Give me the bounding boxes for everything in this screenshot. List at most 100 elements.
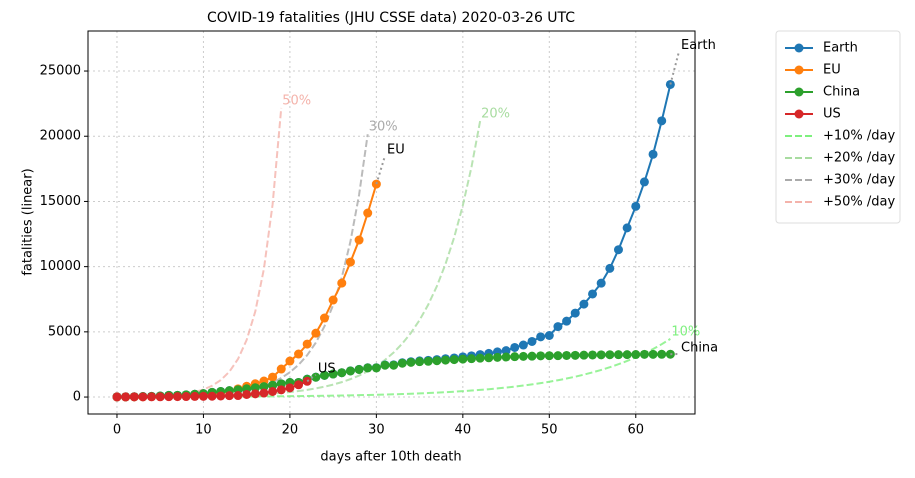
data-point: [329, 296, 338, 305]
data-point: [640, 350, 649, 359]
data-point: [614, 245, 623, 254]
data-point: [597, 279, 606, 288]
data-point: [294, 380, 303, 389]
data-point: [242, 390, 251, 399]
data-point: [657, 116, 666, 125]
data-point: [432, 356, 441, 365]
data-point: [657, 350, 666, 359]
data-point: [398, 359, 407, 368]
data-point: [424, 357, 433, 366]
data-point: [294, 350, 303, 359]
data-point: [268, 373, 277, 382]
annotation: China: [681, 341, 718, 356]
data-point: [337, 368, 346, 377]
data-point: [553, 322, 562, 331]
data-point: [121, 392, 130, 401]
data-point: [519, 341, 528, 350]
legend-label: +50% /day: [823, 195, 896, 210]
data-point: [510, 343, 519, 352]
data-point: [528, 337, 537, 346]
legend-label: +30% /day: [823, 173, 896, 188]
data-point: [138, 392, 147, 401]
data-point: [234, 391, 243, 400]
data-point: [147, 392, 156, 401]
x-tick-label: 60: [627, 423, 644, 438]
data-point: [415, 357, 424, 366]
data-point: [528, 352, 537, 361]
data-point: [536, 332, 545, 341]
legend-label: China: [823, 85, 860, 100]
x-tick-label: 10: [195, 423, 212, 438]
end-label: 50%: [282, 93, 311, 108]
data-point: [588, 350, 597, 359]
data-point: [372, 363, 381, 372]
data-point: [640, 177, 649, 186]
data-point: [208, 392, 217, 401]
legend-label: Earth: [823, 41, 858, 56]
data-point: [562, 351, 571, 360]
legend-label: US: [823, 107, 841, 122]
legend-label: +20% /day: [823, 151, 896, 166]
data-point: [597, 350, 606, 359]
data-point: [510, 352, 519, 361]
data-point: [536, 351, 545, 360]
data-point: [346, 366, 355, 375]
data-point: [458, 355, 467, 364]
x-tick-label: 30: [368, 423, 385, 438]
data-point: [579, 300, 588, 309]
x-axis-label: days after 10th death: [320, 450, 461, 465]
data-point: [545, 331, 554, 340]
annotation: Earth: [681, 38, 716, 53]
chart-title: COVID-19 fatalities (JHU CSSE data) 2020…: [207, 10, 575, 26]
data-point: [190, 392, 199, 401]
data-point: [484, 353, 493, 362]
data-point: [311, 329, 320, 338]
data-point: [614, 350, 623, 359]
y-tick-label: 25000: [40, 64, 81, 79]
data-point: [441, 356, 450, 365]
x-tick-label: 0: [113, 423, 121, 438]
data-point: [571, 309, 580, 318]
legend-marker: [795, 44, 804, 53]
data-point: [579, 351, 588, 360]
data-point: [337, 279, 346, 288]
data-point: [493, 353, 502, 362]
data-point: [199, 392, 208, 401]
y-tick-label: 15000: [40, 194, 81, 209]
series-line: [117, 108, 281, 397]
data-point: [320, 314, 329, 323]
data-point: [355, 365, 364, 374]
data-point: [588, 289, 597, 298]
x-tick-label: 40: [455, 423, 472, 438]
y-axis-label: fatalities (linear): [21, 168, 36, 275]
legend-marker: [795, 88, 804, 97]
series-line: [117, 134, 368, 397]
data-point: [216, 391, 225, 400]
data-point: [112, 392, 121, 401]
data-point: [649, 350, 658, 359]
data-point: [303, 340, 312, 349]
data-point: [156, 392, 165, 401]
data-point: [130, 392, 139, 401]
end-label: 20%: [481, 107, 510, 122]
data-point: [631, 202, 640, 211]
data-point: [285, 383, 294, 392]
data-point: [605, 264, 614, 273]
data-point: [406, 358, 415, 367]
data-point: [225, 391, 234, 400]
data-point: [173, 392, 182, 401]
data-point: [346, 258, 355, 267]
annotation: EU: [387, 142, 405, 157]
data-point: [623, 350, 632, 359]
data-point: [182, 392, 191, 401]
end-label: 30%: [369, 120, 398, 135]
data-point: [450, 355, 459, 364]
data-point: [502, 353, 511, 362]
x-tick-label: 20: [282, 423, 299, 438]
data-point: [285, 357, 294, 366]
data-point: [363, 209, 372, 218]
data-point: [553, 351, 562, 360]
data-point: [562, 317, 571, 326]
